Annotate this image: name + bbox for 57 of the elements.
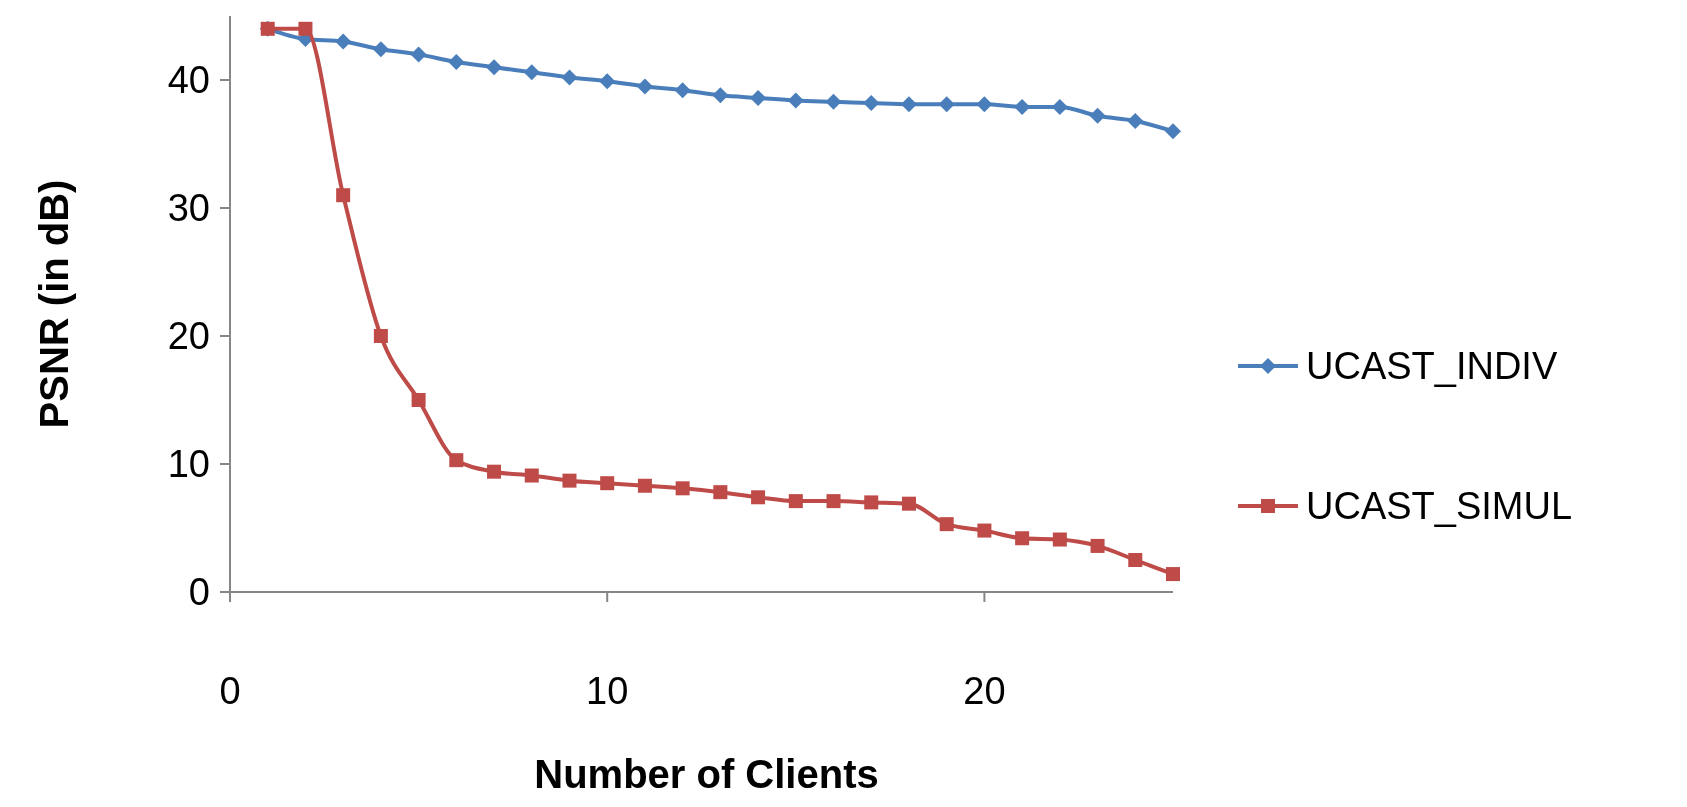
point xyxy=(561,69,578,86)
y-tick-label: 30 xyxy=(167,187,210,230)
point xyxy=(1090,538,1105,553)
y-tick-label: 0 xyxy=(188,571,210,614)
x-tick-label: 10 xyxy=(586,670,629,713)
point xyxy=(826,494,841,509)
point xyxy=(1128,553,1143,567)
point xyxy=(449,453,464,468)
point xyxy=(751,490,766,505)
point xyxy=(976,96,993,113)
point xyxy=(750,89,767,106)
point xyxy=(787,92,804,109)
point xyxy=(674,82,691,99)
point xyxy=(336,188,351,203)
y-tick-label: 20 xyxy=(167,315,210,358)
legend-label: UCAST_SIMUL xyxy=(1306,485,1573,528)
point xyxy=(373,329,388,343)
point xyxy=(637,478,652,493)
point xyxy=(372,41,389,58)
point xyxy=(675,481,690,496)
point xyxy=(863,95,880,112)
legend-label: UCAST_INDIV xyxy=(1306,345,1558,388)
point xyxy=(1165,123,1181,140)
point xyxy=(938,96,955,113)
point xyxy=(599,73,616,90)
point xyxy=(335,33,352,50)
point xyxy=(523,64,540,81)
point xyxy=(901,496,916,511)
x-tick-label: 20 xyxy=(963,670,1006,713)
point xyxy=(524,468,539,483)
point xyxy=(487,464,502,479)
point xyxy=(1015,531,1030,546)
point xyxy=(600,476,615,491)
point xyxy=(298,21,313,36)
point xyxy=(562,473,577,488)
point xyxy=(1166,567,1180,582)
point xyxy=(486,59,503,76)
point xyxy=(825,93,842,110)
point xyxy=(864,495,879,510)
point xyxy=(900,96,917,113)
point xyxy=(713,485,728,500)
y-axis-title: PSNR (in dB) xyxy=(32,179,76,429)
point xyxy=(636,78,653,95)
y-tick-label: 40 xyxy=(167,59,210,102)
point xyxy=(411,393,426,407)
point xyxy=(788,494,803,509)
point xyxy=(410,46,427,63)
point xyxy=(448,54,465,71)
x-tick-label: 0 xyxy=(219,670,241,713)
point xyxy=(1089,107,1106,124)
x-axis-title: Number of Clients xyxy=(534,752,879,796)
point xyxy=(712,87,729,104)
y-tick-label: 10 xyxy=(167,443,210,486)
point xyxy=(1052,532,1067,547)
point xyxy=(939,517,954,532)
point xyxy=(1127,112,1144,129)
point xyxy=(977,523,992,538)
